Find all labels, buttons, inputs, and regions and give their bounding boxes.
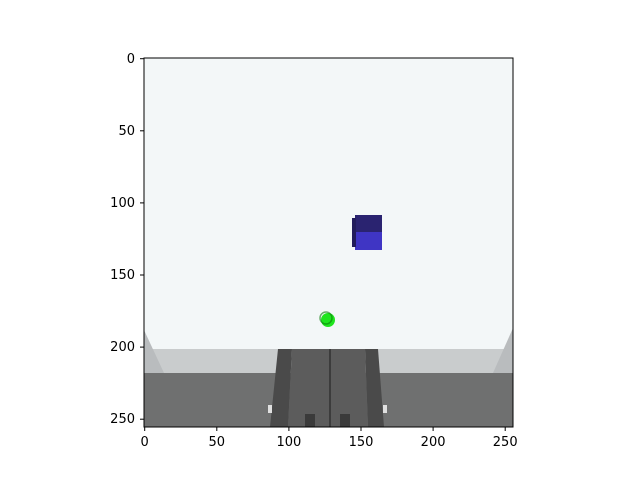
y-tick-label: 150: [110, 268, 135, 283]
y-tick-label: 200: [110, 340, 135, 355]
floor-marker-right: [383, 405, 387, 413]
axes-frame: [143, 57, 514, 428]
blue-cube-front-face: [355, 232, 382, 250]
blue-cube-side-edge: [352, 218, 356, 247]
right-slope: [493, 328, 513, 373]
blue-cube: [352, 215, 382, 250]
rendered-scene-image: [144, 58, 513, 427]
blue-cube-top-face: [355, 215, 382, 233]
x-tick-label: 0: [141, 435, 149, 450]
green-ball: [319, 311, 335, 327]
track-block-right: [340, 414, 350, 427]
green-ball-shade: [319, 311, 333, 325]
floor-marker-left: [268, 405, 272, 413]
y-tick-label: 0: [127, 52, 135, 67]
y-tick-label: 50: [118, 124, 135, 139]
y-tick-label: 250: [110, 412, 135, 427]
track-bed: [288, 349, 368, 427]
y-tick-label: 100: [110, 196, 135, 211]
track-block-left: [305, 414, 315, 427]
y-axis: 0 50 100 150 200 250: [110, 52, 144, 427]
x-tick-label: 200: [421, 435, 446, 450]
x-axis: 0 50 100 150 200 250: [141, 427, 518, 450]
track-left-rail: [270, 349, 292, 427]
track-right-rail: [365, 349, 384, 427]
x-tick-label: 50: [209, 435, 226, 450]
green-ball-body: [321, 313, 335, 327]
left-slope: [144, 330, 164, 373]
x-tick-label: 150: [349, 435, 374, 450]
x-tick-label: 100: [276, 435, 301, 450]
x-tick-label: 250: [493, 435, 518, 450]
